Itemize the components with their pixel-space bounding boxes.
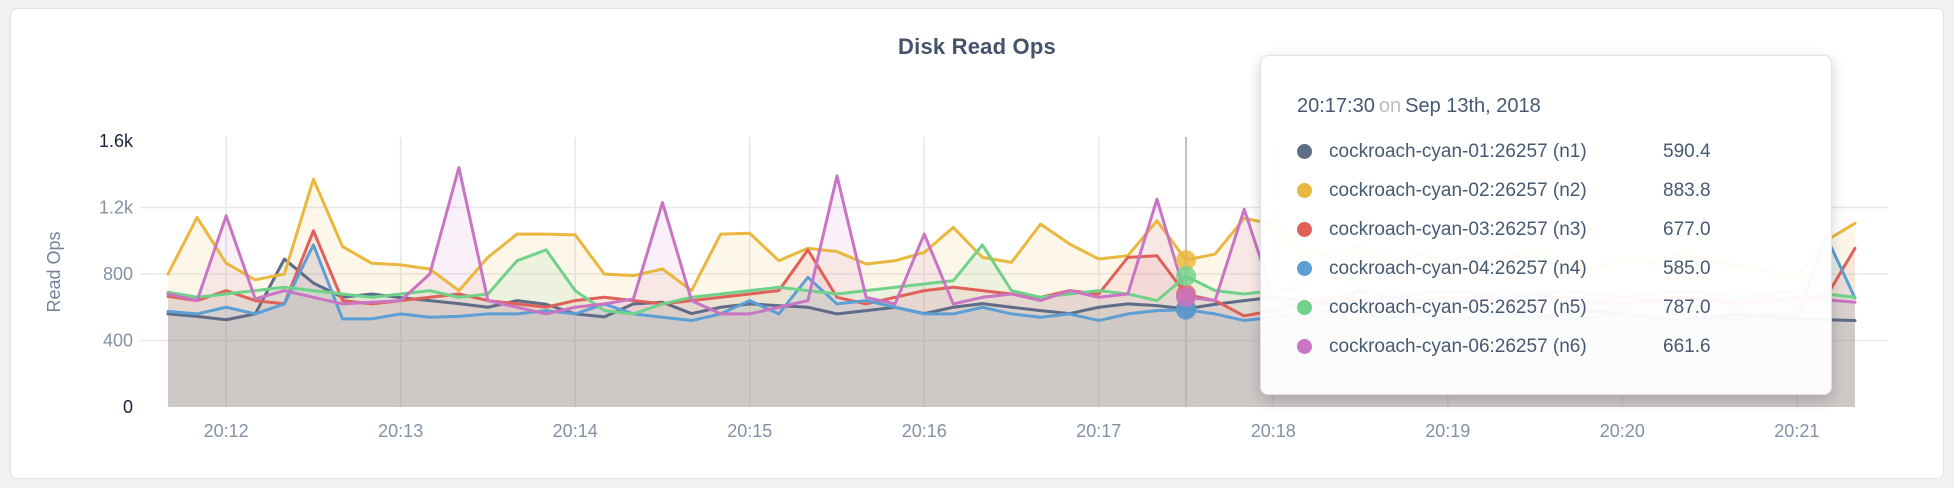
- y-axis-tick-label: 1.2k: [99, 198, 134, 218]
- series-color-dot: [1297, 222, 1312, 237]
- hover-dot-n2: [1176, 250, 1197, 271]
- tooltip-row: cockroach-cyan-02:26257 (n2) 883.8: [1297, 171, 1803, 210]
- series-label: cockroach-cyan-02:26257 (n2): [1329, 179, 1587, 201]
- x-axis-tick-label: 20:20: [1600, 421, 1645, 441]
- series-value: 590.4: [1663, 140, 1711, 162]
- tooltip-rows: cockroach-cyan-01:26257 (n1) 590.4 cockroa…: [1297, 132, 1803, 366]
- chart-title: Disk Read Ops: [898, 34, 1056, 59]
- x-axis-tick-label: 20:15: [727, 421, 772, 441]
- series-label: cockroach-cyan-04:26257 (n4): [1329, 257, 1587, 279]
- x-axis-tick-label: 20:16: [902, 421, 947, 441]
- x-axis-tick-label: 20:18: [1251, 421, 1296, 441]
- y-axis-tick-label: 400: [103, 331, 133, 351]
- series-value: 677.0: [1663, 218, 1711, 240]
- series-label: cockroach-cyan-05:26257 (n5): [1329, 296, 1587, 318]
- series-value: 585.0: [1663, 257, 1711, 279]
- tooltip-on-word: on: [1378, 95, 1402, 117]
- series-color-dot: [1297, 300, 1312, 315]
- x-axis-tick-label: 20:17: [1076, 421, 1121, 441]
- tooltip-row: cockroach-cyan-06:26257 (n6) 661.6: [1297, 327, 1803, 366]
- series-label: cockroach-cyan-01:26257 (n1): [1329, 140, 1587, 162]
- x-axis-tick-label: 20:13: [378, 421, 423, 441]
- y-axis-tick-label: 800: [103, 264, 133, 284]
- tooltip-row: cockroach-cyan-04:26257 (n4) 585.0: [1297, 249, 1803, 288]
- y-axis-title: Read Ops: [44, 231, 64, 312]
- series-label: cockroach-cyan-03:26257 (n3): [1329, 218, 1587, 240]
- series-color-dot: [1297, 261, 1312, 276]
- x-axis-tick-label: 20:19: [1425, 421, 1470, 441]
- x-axis-tick-label: 20:21: [1774, 421, 1819, 441]
- y-axis-tick-label: 0: [123, 397, 133, 417]
- series-label: cockroach-cyan-06:26257 (n6): [1329, 335, 1587, 357]
- tooltip-row: cockroach-cyan-05:26257 (n5) 787.0: [1297, 288, 1803, 327]
- x-axis-tick-label: 20:12: [204, 421, 249, 441]
- hover-dot-n5: [1176, 266, 1197, 287]
- tooltip-date: Sep 13th, 2018: [1405, 95, 1541, 117]
- series-color-dot: [1297, 183, 1312, 198]
- series-value: 883.8: [1663, 179, 1711, 201]
- tooltip-time: 20:17:30: [1297, 95, 1375, 117]
- tooltip-header: 20:17:30 on Sep 13th, 2018: [1297, 94, 1803, 118]
- tooltip-row: cockroach-cyan-01:26257 (n1) 590.4: [1297, 132, 1803, 171]
- series-color-dot: [1297, 339, 1312, 354]
- series-value: 787.0: [1663, 296, 1711, 318]
- hover-tooltip: 20:17:30 on Sep 13th, 2018 cockroach-cyan-…: [1260, 55, 1832, 395]
- series-color-dot: [1297, 144, 1312, 159]
- y-axis-tick-label: 1.6k: [99, 131, 134, 151]
- x-axis-tick-label: 20:14: [553, 421, 598, 441]
- series-value: 661.6: [1663, 335, 1711, 357]
- hover-dot-n6: [1176, 287, 1197, 308]
- tooltip-row: cockroach-cyan-03:26257 (n3) 677.0: [1297, 210, 1803, 249]
